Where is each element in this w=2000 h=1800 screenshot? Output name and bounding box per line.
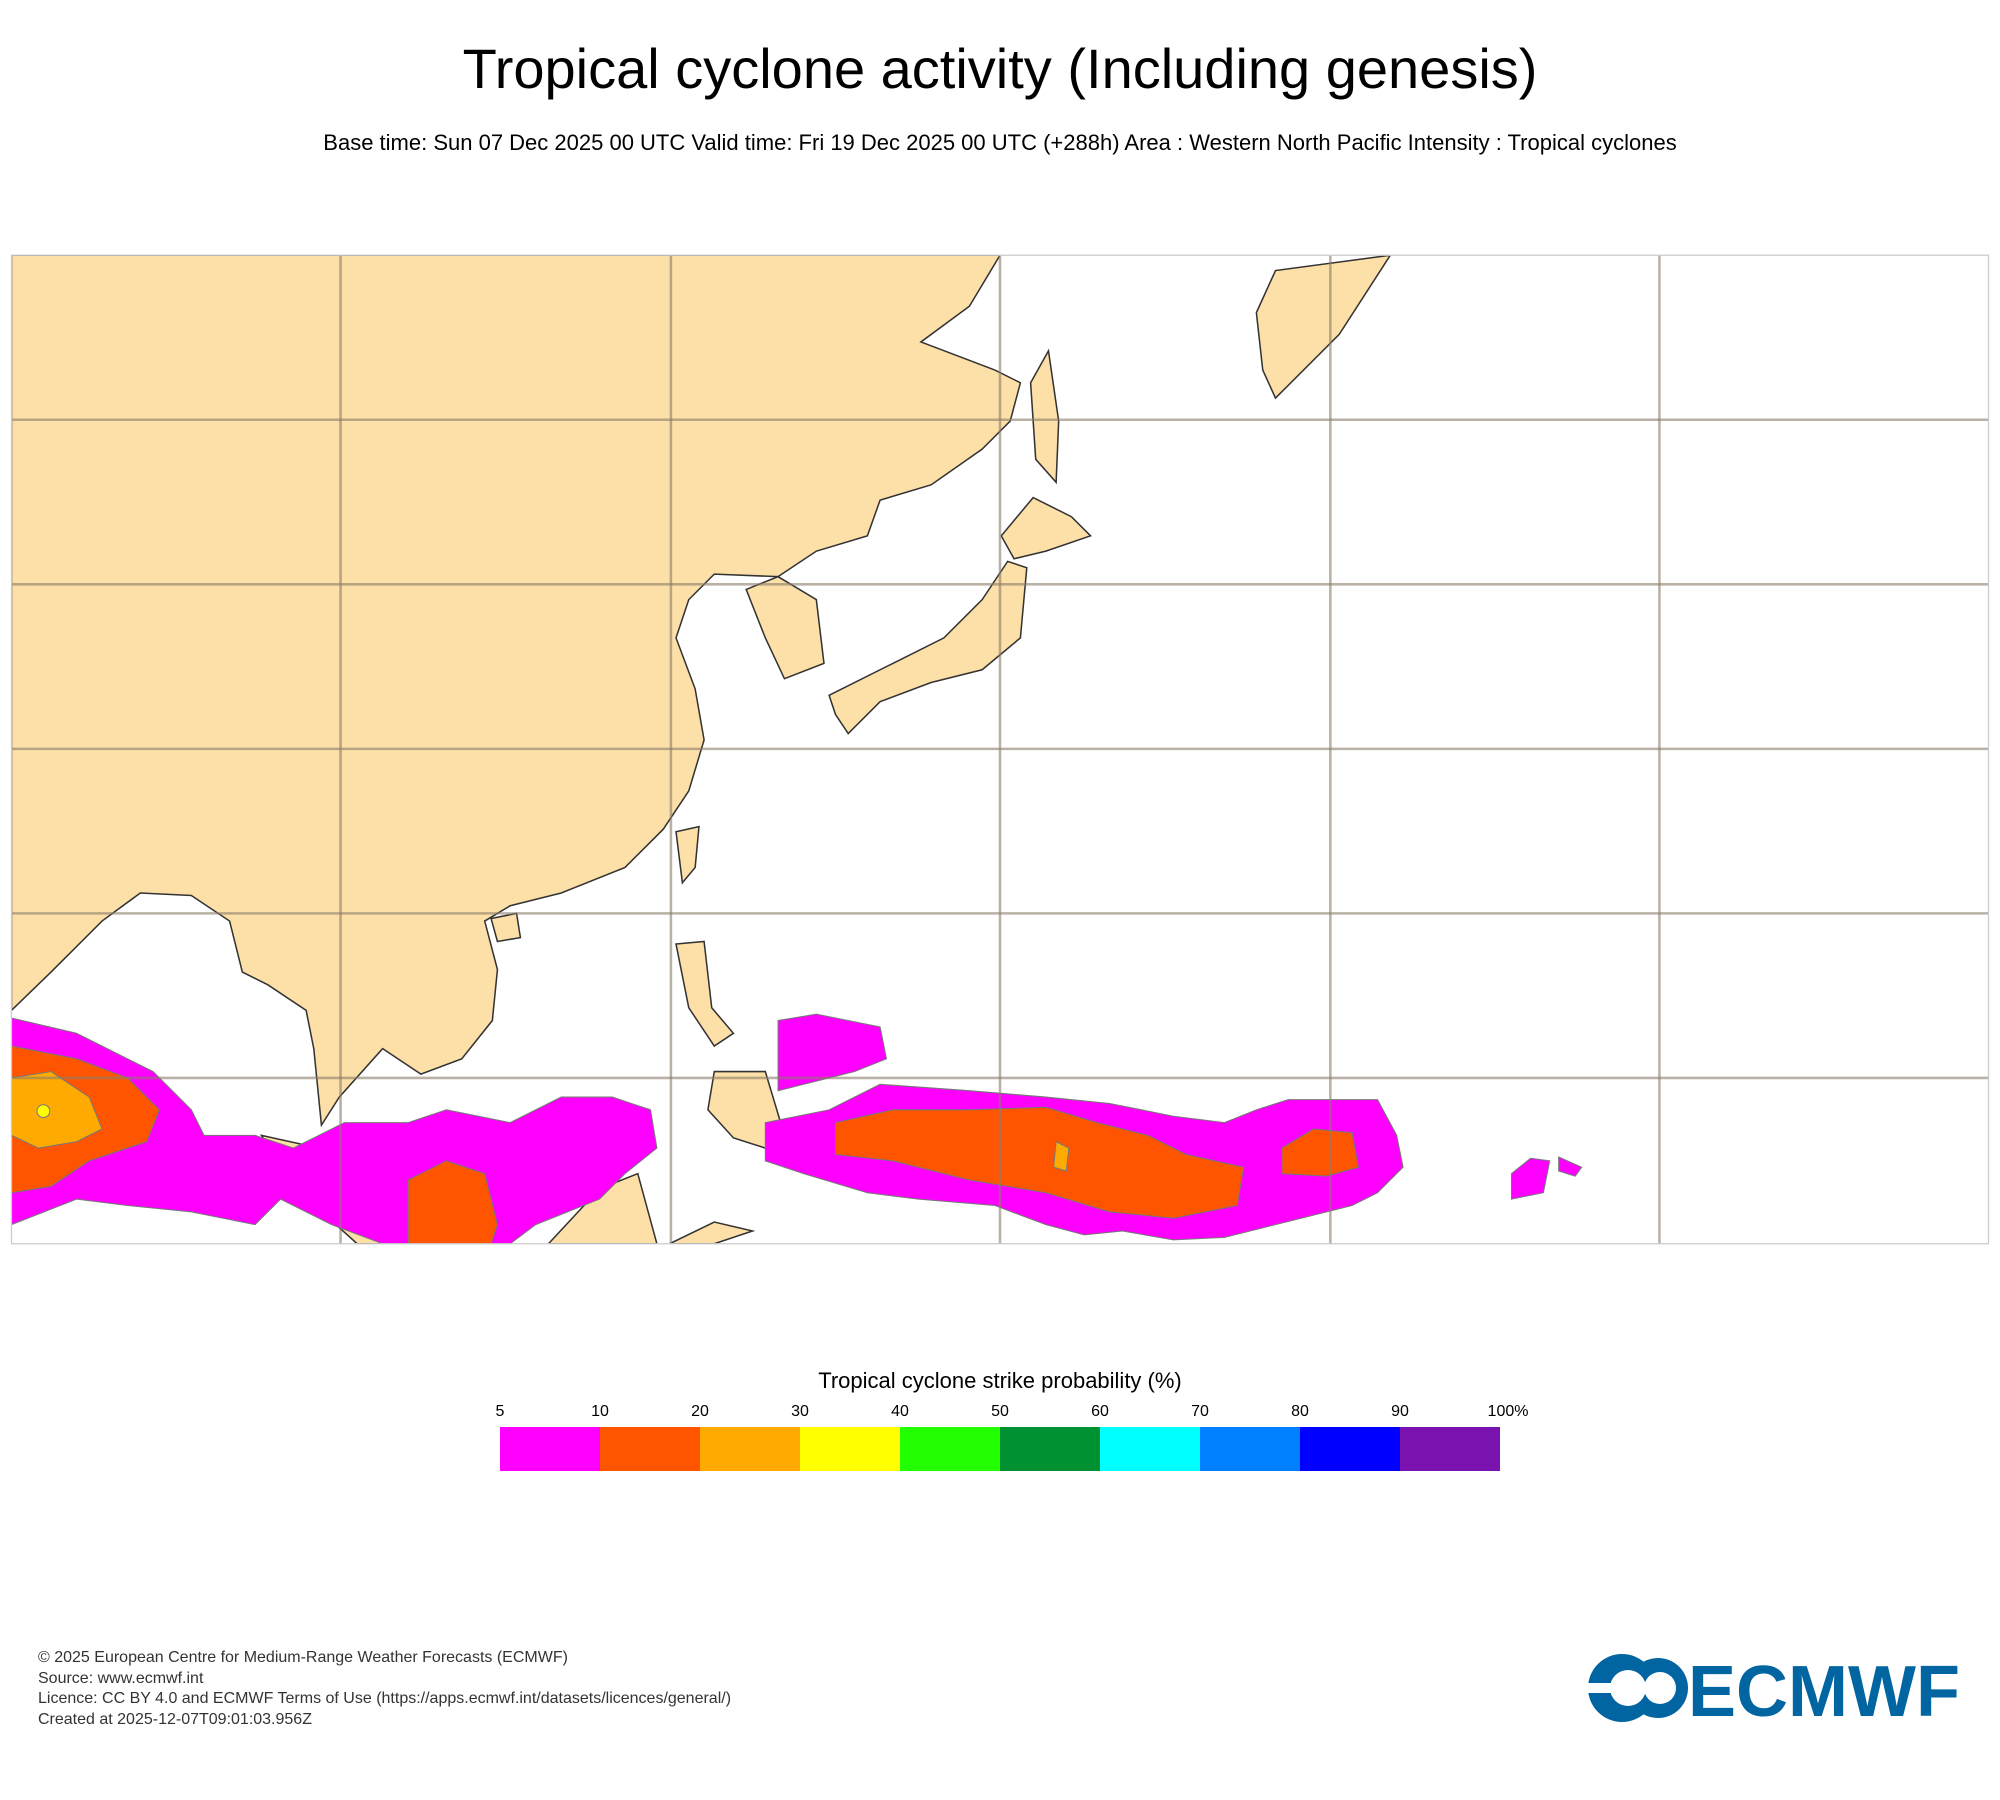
- japan: [828, 560, 1028, 735]
- taiwan: [675, 825, 700, 885]
- colorbar-swatch: [1300, 1427, 1400, 1471]
- legend-title: Tropical cyclone strike probability (%): [818, 1368, 1182, 1393]
- colorbar-swatch: [1100, 1427, 1200, 1471]
- philippines-luzon: [675, 940, 735, 1048]
- created-at: Created at 2025-12-07T09:01:03.956Z: [38, 1710, 312, 1728]
- colorbar-tick-label: 50: [991, 1403, 1009, 1420]
- colorbar-swatch: [700, 1427, 800, 1471]
- colorbar-tick-label: 30: [791, 1403, 809, 1420]
- ecmwf-logo: ECMWF: [1588, 1652, 1960, 1724]
- colorbar-tick-label: 90: [1391, 1403, 1409, 1420]
- colorbar-tick-label: 100%: [1487, 1403, 1529, 1420]
- hokkaido: [1000, 496, 1092, 560]
- asia-mainland: [11, 255, 1022, 1128]
- prob-20-30: [11, 1071, 1070, 1172]
- colorbar-swatch: [1000, 1427, 1100, 1471]
- colorbar-tick-label: 60: [1091, 1403, 1109, 1420]
- colorbar-tick-label: 10: [591, 1403, 609, 1420]
- hainan: [490, 912, 522, 943]
- colorbar-tick-label: 40: [891, 1403, 909, 1420]
- colorbar-swatch: [1400, 1427, 1500, 1471]
- borneo: [547, 1172, 658, 1244]
- colorbar-swatch: [600, 1427, 700, 1471]
- graticule: [11, 255, 1989, 1244]
- copyright: © 2025 European Centre for Medium-Range …: [38, 1649, 568, 1666]
- prob-30-40: [36, 1104, 51, 1118]
- korea: [745, 575, 825, 680]
- sulawesi: [669, 1221, 756, 1244]
- colorbar-tick-label: 80: [1291, 1403, 1309, 1420]
- svg-text:ECMWF: ECMWF: [1688, 1652, 1960, 1724]
- footer: © 2025 European Centre for Medium-Range …: [38, 1648, 731, 1730]
- colorbar-swatch: [900, 1427, 1000, 1471]
- source: Source: www.ecmwf.int: [38, 1669, 204, 1687]
- colorbar-tick-label: 20: [691, 1403, 709, 1420]
- colorbar-tick-label: 5: [495, 1403, 505, 1420]
- colorbar-swatch: [1200, 1427, 1300, 1471]
- sakhalin: [1029, 348, 1060, 485]
- kamchatka: [1255, 255, 1392, 400]
- chart-subtitle: Base time: Sun 07 Dec 2025 00 UTC Valid …: [323, 130, 1677, 155]
- colorbar-swatch: [800, 1427, 900, 1471]
- colorbar-tick-label: 70: [1191, 1403, 1209, 1420]
- chart-title: Tropical cyclone activity (Including gen…: [462, 37, 1538, 100]
- land: [11, 255, 1392, 1244]
- colorbar-swatch: [500, 1427, 600, 1471]
- licence: Licence: CC BY 4.0 and ECMWF Terms of Us…: [38, 1690, 732, 1707]
